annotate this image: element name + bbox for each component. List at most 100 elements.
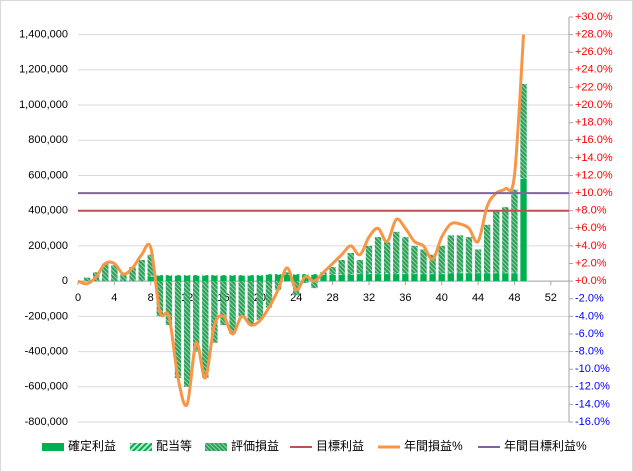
bar-segment bbox=[311, 274, 318, 275]
bar-segment bbox=[365, 245, 373, 274]
bar-segment bbox=[229, 275, 236, 282]
x-tick-label: 40 bbox=[436, 292, 448, 304]
bar-segment bbox=[520, 178, 527, 179]
y-tick-label: 1,000,000 bbox=[19, 99, 68, 111]
bar-segment bbox=[283, 274, 291, 275]
y-tick-label: 600,000 bbox=[28, 169, 68, 181]
bar-segment bbox=[374, 237, 382, 274]
bar-segment bbox=[393, 231, 400, 274]
y2-tick-label: +28.0% bbox=[575, 29, 613, 41]
bar-segment bbox=[265, 281, 273, 308]
y2-tick-label: +0.0% bbox=[575, 275, 607, 287]
y-tick-label: -200,000 bbox=[25, 310, 68, 322]
bar-segment bbox=[383, 273, 391, 275]
legend-swatch bbox=[205, 443, 227, 451]
bar-segment bbox=[202, 275, 209, 282]
bar-segment bbox=[411, 245, 418, 274]
y2-tick-label: -14.0% bbox=[575, 398, 610, 410]
y2-tick-label: +8.0% bbox=[575, 205, 607, 217]
y-tick-label: 400,000 bbox=[28, 205, 68, 217]
bar-segment bbox=[456, 272, 464, 274]
x-tick-label: 4 bbox=[111, 292, 117, 304]
y2-tick-label: -8.0% bbox=[575, 345, 604, 357]
bar-segment bbox=[293, 274, 300, 282]
bar-segment bbox=[165, 275, 173, 282]
bar-segment bbox=[229, 274, 236, 276]
bar-segment bbox=[193, 274, 200, 276]
bar-segment bbox=[220, 275, 227, 282]
bar-segment bbox=[102, 263, 109, 282]
bar-segment bbox=[174, 275, 182, 282]
bar-segment bbox=[474, 249, 482, 273]
y2-tick-label: -2.0% bbox=[575, 293, 604, 305]
bar-segment bbox=[283, 272, 291, 275]
bar-segment bbox=[447, 273, 454, 282]
bar-segment bbox=[356, 274, 364, 282]
x-tick-label: 32 bbox=[363, 292, 375, 304]
bar-segment bbox=[256, 275, 264, 282]
bar-segment bbox=[302, 281, 309, 283]
bar-segment bbox=[502, 272, 509, 274]
bar-segment bbox=[520, 179, 527, 282]
bar-segment bbox=[202, 274, 209, 276]
y-tick-label: 800,000 bbox=[28, 134, 68, 146]
bar-segment bbox=[138, 260, 145, 282]
bar-segment bbox=[220, 281, 227, 326]
y2-tick-label: +24.0% bbox=[575, 64, 613, 76]
bar-segment bbox=[193, 275, 200, 282]
bar-segment bbox=[338, 274, 345, 282]
bar-segment bbox=[374, 273, 382, 275]
y2-tick-label: +16.0% bbox=[575, 134, 613, 146]
x-tick-label: 28 bbox=[326, 292, 338, 304]
bar-segment bbox=[211, 274, 218, 276]
bar-segment bbox=[383, 242, 391, 274]
bar-segment bbox=[493, 210, 500, 273]
bar-segment bbox=[402, 237, 409, 274]
bar-segment bbox=[456, 235, 464, 273]
y2-tick-label: +26.0% bbox=[575, 46, 613, 58]
bar-segment bbox=[483, 272, 491, 274]
bar-segment bbox=[493, 272, 500, 274]
y2-tick-label: -6.0% bbox=[575, 328, 604, 340]
bar-segment bbox=[120, 274, 127, 282]
y-tick-label: 1,200,000 bbox=[19, 64, 68, 76]
bar-segment bbox=[293, 274, 300, 275]
bar-segment bbox=[247, 281, 254, 326]
bar-segment bbox=[474, 272, 482, 274]
legend-swatch bbox=[42, 443, 64, 451]
y-tick-label: 0 bbox=[62, 275, 68, 287]
bar-segment bbox=[474, 273, 482, 282]
bar-segment bbox=[238, 275, 245, 282]
bar-segment bbox=[174, 281, 182, 378]
bar-segment bbox=[374, 274, 382, 282]
bar-segment bbox=[256, 281, 264, 320]
bar-segment bbox=[402, 274, 409, 282]
bar-segment bbox=[411, 274, 418, 282]
bar-segment bbox=[183, 274, 191, 276]
y2-tick-label: +6.0% bbox=[575, 222, 607, 234]
bar-segment bbox=[283, 274, 291, 282]
legend-label: 評価損益 bbox=[231, 438, 279, 453]
y-tick-label: 200,000 bbox=[28, 240, 68, 252]
x-tick-label: 8 bbox=[148, 292, 154, 304]
y2-tick-label: +4.0% bbox=[575, 240, 607, 252]
bar-segment bbox=[311, 281, 318, 289]
bar-segment bbox=[320, 274, 327, 275]
bar-segment bbox=[511, 189, 518, 273]
bar-segment bbox=[320, 274, 327, 282]
bar-segment bbox=[438, 274, 445, 282]
bar-segment bbox=[265, 274, 273, 275]
bar-segment bbox=[511, 273, 518, 282]
x-tick-label: 36 bbox=[399, 292, 411, 304]
bar-segment bbox=[193, 281, 200, 352]
legend-label: 目標利益 bbox=[316, 439, 364, 453]
bar-segment bbox=[429, 274, 436, 282]
legend-label: 配当等 bbox=[156, 439, 192, 453]
bar-segment bbox=[493, 273, 500, 282]
bar-segment bbox=[356, 273, 364, 275]
bar-segment bbox=[220, 274, 227, 276]
bar-segment bbox=[211, 275, 218, 282]
bar-segment bbox=[502, 273, 509, 282]
bar-segment bbox=[393, 273, 400, 275]
bar-segment bbox=[229, 281, 236, 334]
